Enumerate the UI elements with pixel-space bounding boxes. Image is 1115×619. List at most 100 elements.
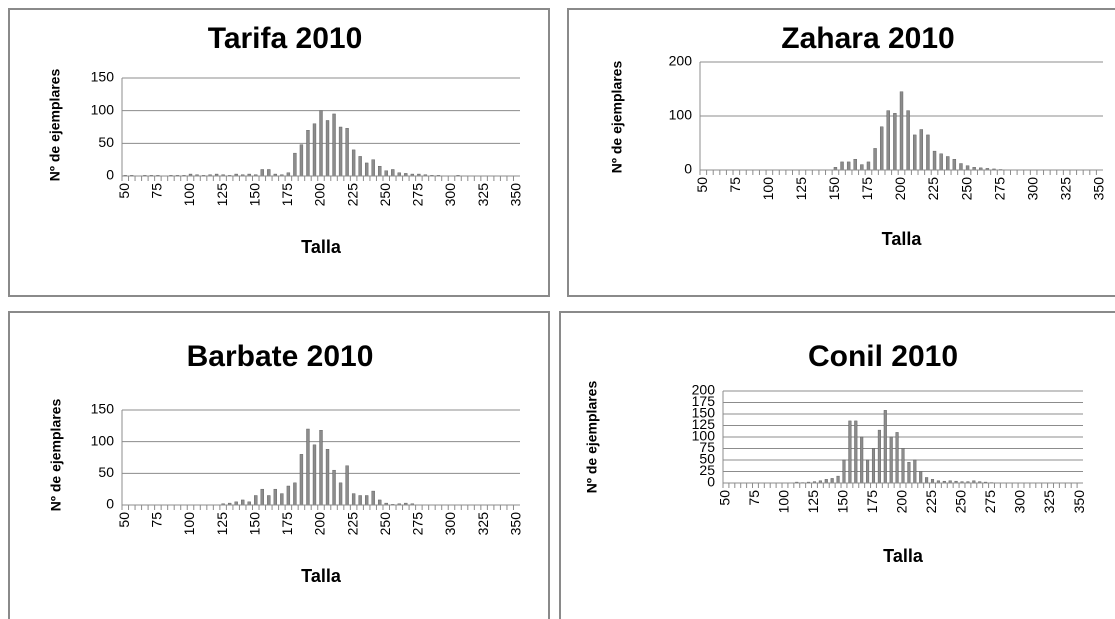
bar (889, 436, 893, 484)
bar (939, 153, 943, 171)
x-tick-label: 275 (991, 177, 1007, 201)
x-axis-label: Talla (301, 237, 342, 257)
bar (351, 149, 356, 177)
panel-border (567, 8, 1115, 297)
y-tick-label: 0 (106, 496, 114, 512)
x-tick-label: 150 (246, 512, 262, 536)
x-tick-label: 200 (312, 183, 328, 207)
bar (254, 495, 258, 506)
y-tick-label: 50 (98, 134, 114, 150)
y-tick-label: 125 (692, 416, 716, 432)
y-tick-label: 100 (91, 101, 115, 117)
x-tick-label: 225 (923, 490, 939, 514)
bar (901, 448, 905, 484)
x-tick-label: 50 (116, 183, 132, 199)
x-tick-label: 75 (149, 183, 165, 199)
bar (842, 459, 846, 484)
bar (332, 113, 336, 177)
bar (260, 169, 264, 177)
y-tick-label: 0 (684, 161, 692, 177)
x-tick-label: 225 (344, 183, 360, 207)
bar (358, 495, 362, 506)
bar (946, 156, 950, 171)
x-tick-label: 300 (442, 512, 458, 536)
bar (299, 454, 304, 506)
x-axis-label: Talla (883, 546, 924, 566)
bar (873, 148, 877, 171)
x-tick-label: 50 (116, 512, 132, 528)
x-tick-label: 250 (377, 183, 393, 207)
bar (860, 164, 864, 171)
bar (306, 130, 310, 177)
x-tick-label: 350 (507, 183, 523, 207)
bar (879, 126, 884, 171)
bar (325, 120, 330, 177)
bar (925, 477, 929, 484)
bar (883, 410, 887, 484)
x-tick-label: 150 (826, 177, 842, 201)
bar (848, 420, 852, 484)
y-tick-label: 0 (707, 474, 715, 490)
x-tick-label: 175 (279, 512, 295, 536)
bar (332, 469, 336, 506)
y-axis-label: Nº de ejemplares (609, 61, 625, 174)
bar (280, 493, 284, 506)
panel-border (8, 8, 550, 297)
bar (365, 495, 369, 506)
x-tick-label: 325 (475, 512, 491, 536)
x-tick-label: 325 (1041, 490, 1057, 514)
bar (930, 479, 935, 484)
bar (824, 479, 828, 484)
x-tick-label: 100 (776, 490, 792, 514)
x-tick-label: 350 (1090, 177, 1106, 201)
bar (286, 485, 291, 506)
bar (919, 129, 924, 171)
x-axis-label: Talla (301, 566, 342, 586)
x-tick-label: 50 (694, 177, 710, 193)
x-tick-label: 100 (181, 512, 197, 536)
bar (893, 113, 897, 171)
bar (830, 478, 834, 484)
bar (840, 161, 844, 171)
bar (906, 110, 910, 171)
x-tick-label: 125 (214, 183, 230, 207)
x-tick-label: 275 (410, 183, 426, 207)
bar (345, 128, 349, 177)
bar (866, 161, 871, 171)
bar (866, 459, 870, 484)
bar (913, 134, 917, 171)
bar (952, 158, 957, 171)
bar (899, 91, 904, 171)
y-tick-label: 75 (699, 439, 715, 455)
x-tick-label: 300 (1012, 490, 1028, 514)
x-tick-label: 50 (717, 490, 733, 506)
y-axis-label: Nº de ejemplares (47, 69, 63, 182)
bar (299, 144, 304, 177)
bar (345, 465, 349, 506)
y-axis-label: Nº de ejemplares (48, 399, 64, 512)
x-tick-label: 75 (746, 490, 762, 506)
x-tick-label: 150 (835, 490, 851, 514)
bar (919, 471, 923, 484)
x-tick-label: 325 (475, 183, 491, 207)
x-tick-label: 100 (181, 183, 197, 207)
x-tick-label: 200 (894, 490, 910, 514)
bar (877, 429, 881, 484)
y-axis-label: Nº de ejemplares (584, 381, 600, 494)
bar (351, 493, 356, 506)
bar (338, 126, 343, 177)
bar (319, 110, 323, 177)
bar (293, 152, 297, 177)
bar (959, 163, 963, 171)
bar (371, 159, 375, 177)
bar (273, 488, 277, 506)
y-tick-label: 25 (699, 462, 715, 478)
x-tick-label: 100 (760, 177, 776, 201)
bar (907, 462, 911, 484)
x-tick-label: 175 (279, 183, 295, 207)
x-tick-label: 350 (507, 512, 523, 536)
y-tick-label: 50 (98, 464, 114, 480)
panel-border (559, 311, 1115, 619)
bar (886, 110, 890, 171)
